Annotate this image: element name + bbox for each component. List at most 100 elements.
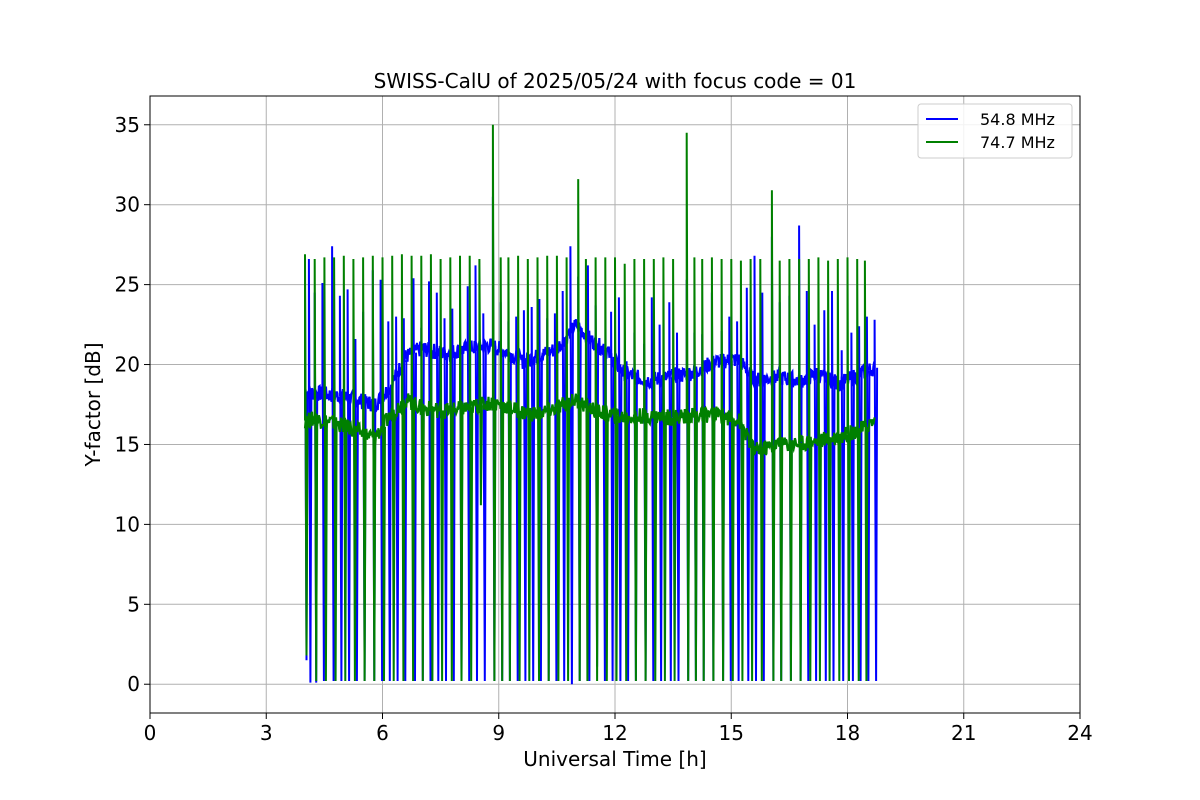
series-spike: [313, 258, 319, 682]
series-spike: [807, 258, 813, 682]
series-spike: [507, 257, 512, 682]
x-tick-label: 12: [602, 721, 627, 745]
series-spike: [730, 258, 735, 682]
chart-title: SWISS-CalU of 2025/05/24 with focus code…: [374, 69, 857, 93]
series-spike: [569, 246, 574, 685]
y-tick-label: 5: [127, 592, 140, 616]
series-spike: [307, 258, 313, 683]
y-axis: 0 5 10 15 20 25 30 35: [115, 113, 150, 696]
series-spike: [439, 258, 445, 682]
series-spike: [617, 297, 623, 682]
y-tick-label: 25: [115, 273, 140, 297]
series-spike: [745, 287, 751, 682]
series-spike: [676, 332, 681, 682]
series-spike: [778, 260, 784, 682]
series-spike: [429, 254, 435, 682]
series-spike: [604, 257, 609, 682]
series-group: [303, 124, 879, 685]
series-spike: [491, 124, 497, 682]
series-spike: [770, 190, 776, 682]
x-axis-label: Universal Time [h]: [523, 747, 706, 771]
series-spike: [788, 258, 793, 682]
legend-entry: 54.8 MHz: [980, 110, 1055, 129]
series-spike: [391, 255, 396, 682]
series-spike: [594, 257, 600, 682]
series-spike: [614, 257, 619, 682]
series-spike: [693, 257, 698, 682]
x-tick-label: 3: [260, 721, 273, 745]
series-spike: [468, 255, 474, 682]
series-spike: [813, 324, 819, 682]
series-spike: [831, 290, 836, 682]
series-spike: [304, 254, 309, 656]
series-spike: [672, 258, 677, 682]
series-spike: [749, 258, 755, 682]
series-spike: [530, 306, 536, 682]
series-spike: [338, 295, 344, 682]
series-spike: [362, 257, 367, 682]
x-tick-label: 0: [144, 721, 157, 745]
series-spike: [668, 302, 673, 682]
series-spike: [827, 260, 832, 682]
y-axis-label: Y-factor [dB]: [81, 342, 105, 467]
series-spike: [371, 255, 377, 682]
series-spike: [856, 258, 861, 682]
legend-box: [917, 103, 1073, 159]
series-spike: [823, 310, 828, 682]
series-spike: [400, 254, 406, 682]
series-spike: [435, 292, 441, 682]
series-spike: [584, 258, 590, 682]
series-spike: [443, 318, 448, 682]
series-spike: [652, 258, 658, 682]
series-spike: [643, 258, 648, 682]
series-spike: [850, 332, 855, 682]
x-tick-label: 21: [951, 721, 976, 745]
series-spike: [610, 311, 615, 682]
series-spike: [658, 324, 664, 682]
series-spike: [323, 257, 328, 682]
series-spike: [517, 255, 522, 682]
series-spike: [633, 258, 638, 682]
legend-entry: 74.7 MHz: [980, 133, 1055, 152]
series-spike: [420, 255, 425, 682]
legend: 54.8 MHz 74.7 MHz: [917, 103, 1073, 159]
series-spike: [840, 350, 846, 682]
series-spike: [346, 289, 352, 682]
x-tick-label: 9: [492, 721, 505, 745]
series-spike: [739, 260, 745, 682]
series-spike: [759, 258, 764, 682]
series-spike: [753, 255, 758, 682]
x-tick-label: 15: [719, 721, 744, 745]
series-spike: [387, 321, 392, 682]
series-spike: [499, 257, 505, 682]
y-tick-label: 15: [115, 432, 140, 456]
series-spike: [873, 319, 879, 682]
x-tick-label: 18: [835, 721, 860, 745]
series-spike: [662, 257, 667, 682]
series-spike: [474, 265, 479, 682]
series-spike: [577, 179, 582, 682]
series-spike: [522, 310, 528, 682]
series-spike: [720, 258, 726, 682]
series-spike: [555, 255, 561, 682]
x-tick-label: 24: [1067, 721, 1092, 745]
series-spike: [685, 132, 691, 682]
series-spike: [701, 258, 706, 682]
series-spike: [459, 255, 464, 682]
y-tick-label: 10: [115, 512, 140, 536]
series-spike: [333, 257, 338, 682]
series-spike: [565, 257, 571, 682]
x-axis: 0 3 6 9 12 15 18 21 24: [144, 713, 1093, 745]
series-spike: [482, 313, 487, 682]
series-spike: [526, 258, 532, 682]
series-spike: [846, 257, 851, 682]
series-spike: [342, 255, 348, 682]
series-spike: [798, 258, 803, 682]
y-tick-label: 30: [115, 193, 140, 217]
series-spike: [561, 290, 567, 682]
series-spike: [817, 257, 822, 682]
x-tick-label: 6: [376, 721, 389, 745]
y-tick-label: 35: [115, 113, 140, 137]
series-spike: [863, 260, 869, 682]
